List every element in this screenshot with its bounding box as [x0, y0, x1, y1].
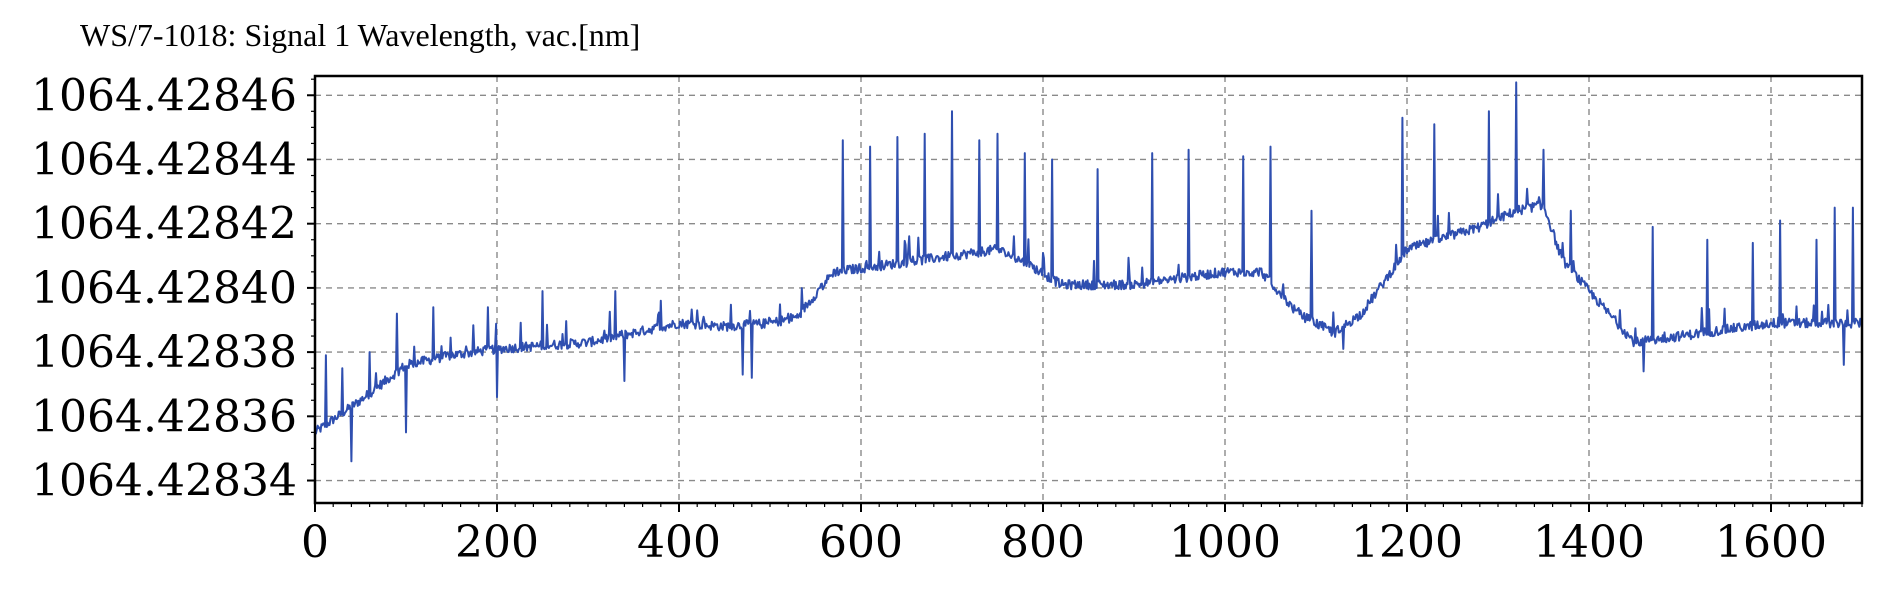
- plot-frame: [313, 74, 1864, 505]
- x-tick-label: 1000: [1169, 517, 1281, 568]
- x-tick-label: 1200: [1351, 517, 1463, 568]
- y-tick-label: 1064.42836: [31, 391, 297, 442]
- x-tick-label: 800: [1001, 517, 1085, 568]
- y-axis: 1064.42834 1064.42836 1064.42838 1064.42840…: [31, 70, 315, 507]
- x-tick-label: 200: [455, 517, 539, 568]
- y-tick-label: 1064.42840: [31, 263, 297, 314]
- y-tick-label: 1064.42846: [31, 70, 297, 121]
- x-tick-label: 400: [637, 517, 721, 568]
- chart-title: WS/7-1018: Signal 1 Wavelength, vac.[nm]: [80, 17, 640, 53]
- x-axis: 0 200 400 600 800 1000 1200 1400 1600: [301, 503, 1863, 568]
- y-tick-label: 1064.42844: [31, 134, 297, 185]
- x-tick-label: 1600: [1715, 517, 1827, 568]
- x-tick-label: 600: [819, 517, 903, 568]
- y-tick-label: 1064.42838: [31, 327, 297, 378]
- x-tick-label: 0: [301, 517, 329, 568]
- series-line: [314, 81, 1863, 463]
- x-tick-label: 1400: [1533, 517, 1645, 568]
- y-tick-label: 1064.42842: [31, 199, 297, 250]
- y-tick-label: 1064.42834: [31, 456, 297, 507]
